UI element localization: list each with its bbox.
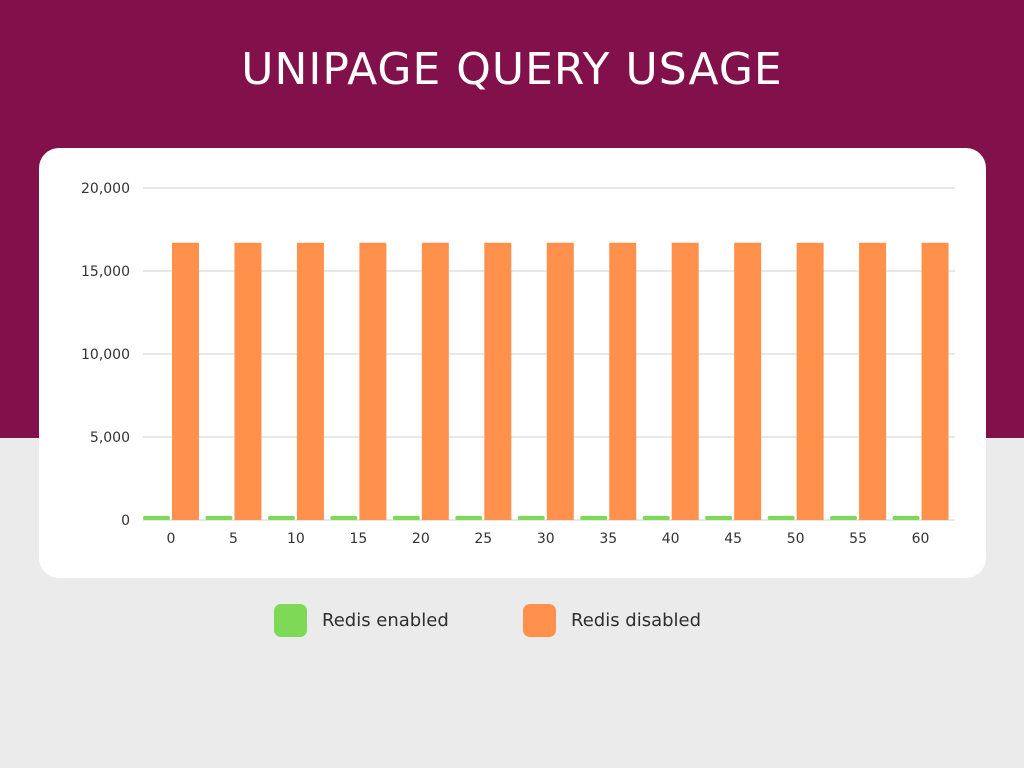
legend-label-redis-disabled: Redis disabled <box>571 609 702 631</box>
bar-redis-enabled <box>330 515 358 520</box>
bar-redis-disabled <box>921 242 949 520</box>
chart-card: 0 5,000 10,000 15,000 20,000 0 5 10 15 20 25 30 35 40… <box>39 148 986 578</box>
y-tick-label: 5,000 <box>90 430 130 446</box>
bar-redis-enabled <box>267 515 295 520</box>
y-tick-label: 10,000 <box>81 347 130 363</box>
y-tick-label: 20,000 <box>81 181 130 197</box>
legend-swatch-redis-enabled <box>274 603 307 637</box>
bar-redis-disabled <box>546 242 574 520</box>
x-tick-label: 55 <box>849 531 867 547</box>
bar-redis-enabled <box>205 515 233 520</box>
bar-redis-enabled <box>580 515 608 520</box>
bar-redis-enabled <box>517 515 545 520</box>
x-tick-label: 40 <box>662 531 680 547</box>
legend-item-redis-disabled: Redis disabled <box>523 603 701 637</box>
bar-redis-disabled <box>421 242 449 520</box>
bar-redis-enabled <box>642 515 670 520</box>
bar-redis-disabled <box>609 242 637 520</box>
bar-redis-disabled <box>296 242 324 520</box>
x-tick-label: 20 <box>412 531 430 547</box>
x-tick-label: 35 <box>599 531 617 547</box>
bar-redis-enabled <box>143 515 170 520</box>
x-tick-label: 10 <box>287 531 305 547</box>
y-tick-label: 0 <box>121 513 130 529</box>
bar-redis-disabled <box>172 242 199 520</box>
chart-legend: Redis enabled Redis disabled <box>0 603 1024 637</box>
bar-redis-enabled <box>830 515 858 520</box>
x-tick-label: 5 <box>229 531 238 547</box>
bar-redis-disabled <box>359 242 387 520</box>
bar-redis-enabled <box>892 515 920 520</box>
x-tick-label: 30 <box>537 531 555 547</box>
bar-redis-disabled <box>734 242 762 520</box>
bar-redis-disabled <box>796 242 824 520</box>
x-tick-label: 25 <box>474 531 492 547</box>
bar-redis-enabled <box>455 515 483 520</box>
bar-redis-disabled <box>859 242 887 520</box>
x-tick-label: 15 <box>349 531 367 547</box>
bar-chart: 0 5,000 10,000 15,000 20,000 0 5 10 15 20 25 30 35 40… <box>81 181 955 547</box>
x-tick-label: 0 <box>167 531 176 547</box>
page-title: UNIPAGE QUERY USAGE <box>241 44 783 95</box>
bar-redis-disabled <box>234 242 262 520</box>
x-tick-label: 60 <box>912 531 930 547</box>
x-tick-label: 45 <box>724 531 742 547</box>
bar-redis-enabled <box>392 515 420 520</box>
legend-label-redis-enabled: Redis enabled <box>322 609 449 631</box>
bar-redis-enabled <box>705 515 733 520</box>
legend-item-redis-enabled: Redis enabled <box>274 603 449 637</box>
bar-redis-disabled <box>671 242 699 520</box>
bar-redis-enabled <box>767 515 795 520</box>
y-tick-label: 15,000 <box>81 264 130 280</box>
legend-swatch-redis-disabled <box>523 603 556 637</box>
x-tick-label: 50 <box>787 531 805 547</box>
bar-redis-disabled <box>484 242 512 520</box>
